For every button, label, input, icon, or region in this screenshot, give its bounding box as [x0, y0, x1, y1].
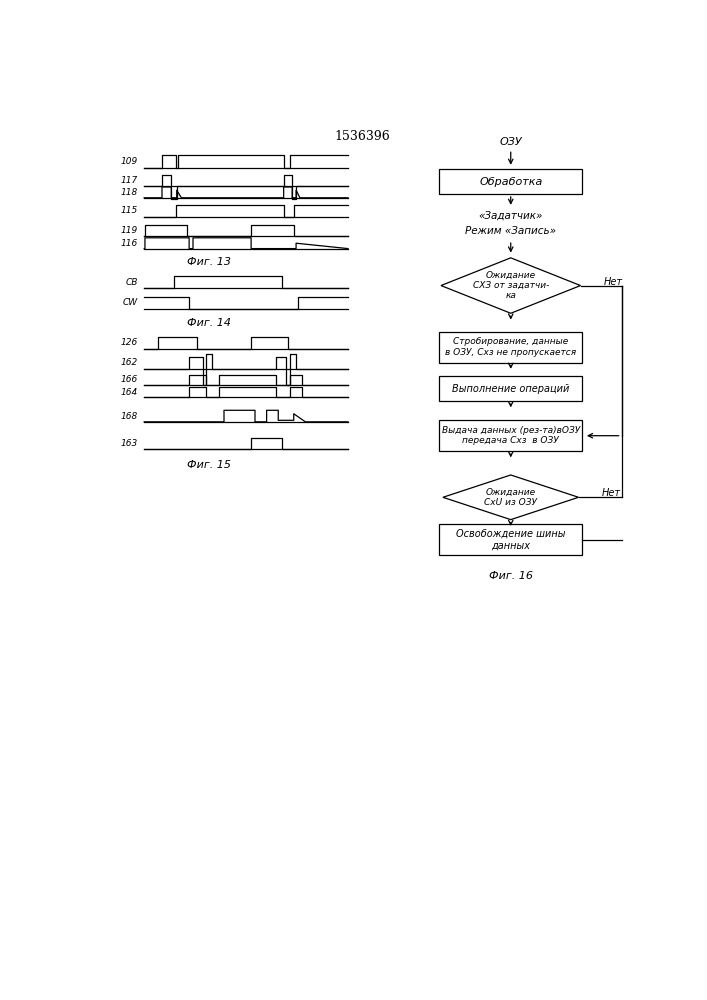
Text: 168: 168 [121, 412, 138, 421]
Text: Фиг. 13: Фиг. 13 [187, 257, 230, 267]
Text: 118: 118 [121, 188, 138, 197]
Text: Выдача данных (рез-та)вОЗУ
передача Схз  в ОЗУ: Выдача данных (рез-та)вОЗУ передача Схз … [442, 426, 580, 445]
Bar [439, 420, 583, 451]
Text: Нет: Нет [604, 277, 623, 287]
Text: «Задатчик»: «Задатчик» [479, 210, 543, 220]
Text: Фиг. 14: Фиг. 14 [187, 318, 230, 328]
Text: 166: 166 [121, 375, 138, 384]
Text: Освобождение шины
данных: Освобождение шины данных [456, 529, 566, 550]
Text: Фиг. 15: Фиг. 15 [187, 460, 230, 470]
Bar [439, 524, 583, 555]
Text: Ожидание
СхU из ОЗУ: Ожидание СхU из ОЗУ [484, 488, 537, 507]
Text: Нет: Нет [602, 488, 621, 498]
Text: ОЗУ: ОЗУ [499, 137, 522, 147]
Text: 117: 117 [121, 176, 138, 185]
Text: 116: 116 [121, 239, 138, 248]
Text: 115: 115 [121, 206, 138, 215]
Text: 109: 109 [121, 157, 138, 166]
Text: Ожидание
СХЗ от задатчи-
ка: Ожидание СХЗ от задатчи- ка [472, 271, 549, 300]
Bar [439, 332, 583, 363]
Text: Фиг. 16: Фиг. 16 [489, 571, 533, 581]
Text: CB: CB [126, 278, 138, 287]
Text: 1536396: 1536396 [334, 130, 390, 143]
Text: 126: 126 [121, 338, 138, 347]
Text: 119: 119 [121, 226, 138, 235]
Bar [439, 376, 583, 401]
Text: 164: 164 [121, 388, 138, 397]
Text: CW: CW [123, 298, 138, 307]
Text: Режим «Запись»: Режим «Запись» [465, 226, 556, 236]
Text: Обработка: Обработка [479, 177, 542, 187]
Text: Стробирование, данные
в ОЗУ, Схз не пропускается: Стробирование, данные в ОЗУ, Схз не проп… [445, 337, 576, 357]
Text: 163: 163 [121, 439, 138, 448]
Text: Выполнение операций: Выполнение операций [452, 384, 569, 394]
Text: 162: 162 [121, 358, 138, 367]
Bar [439, 169, 583, 194]
